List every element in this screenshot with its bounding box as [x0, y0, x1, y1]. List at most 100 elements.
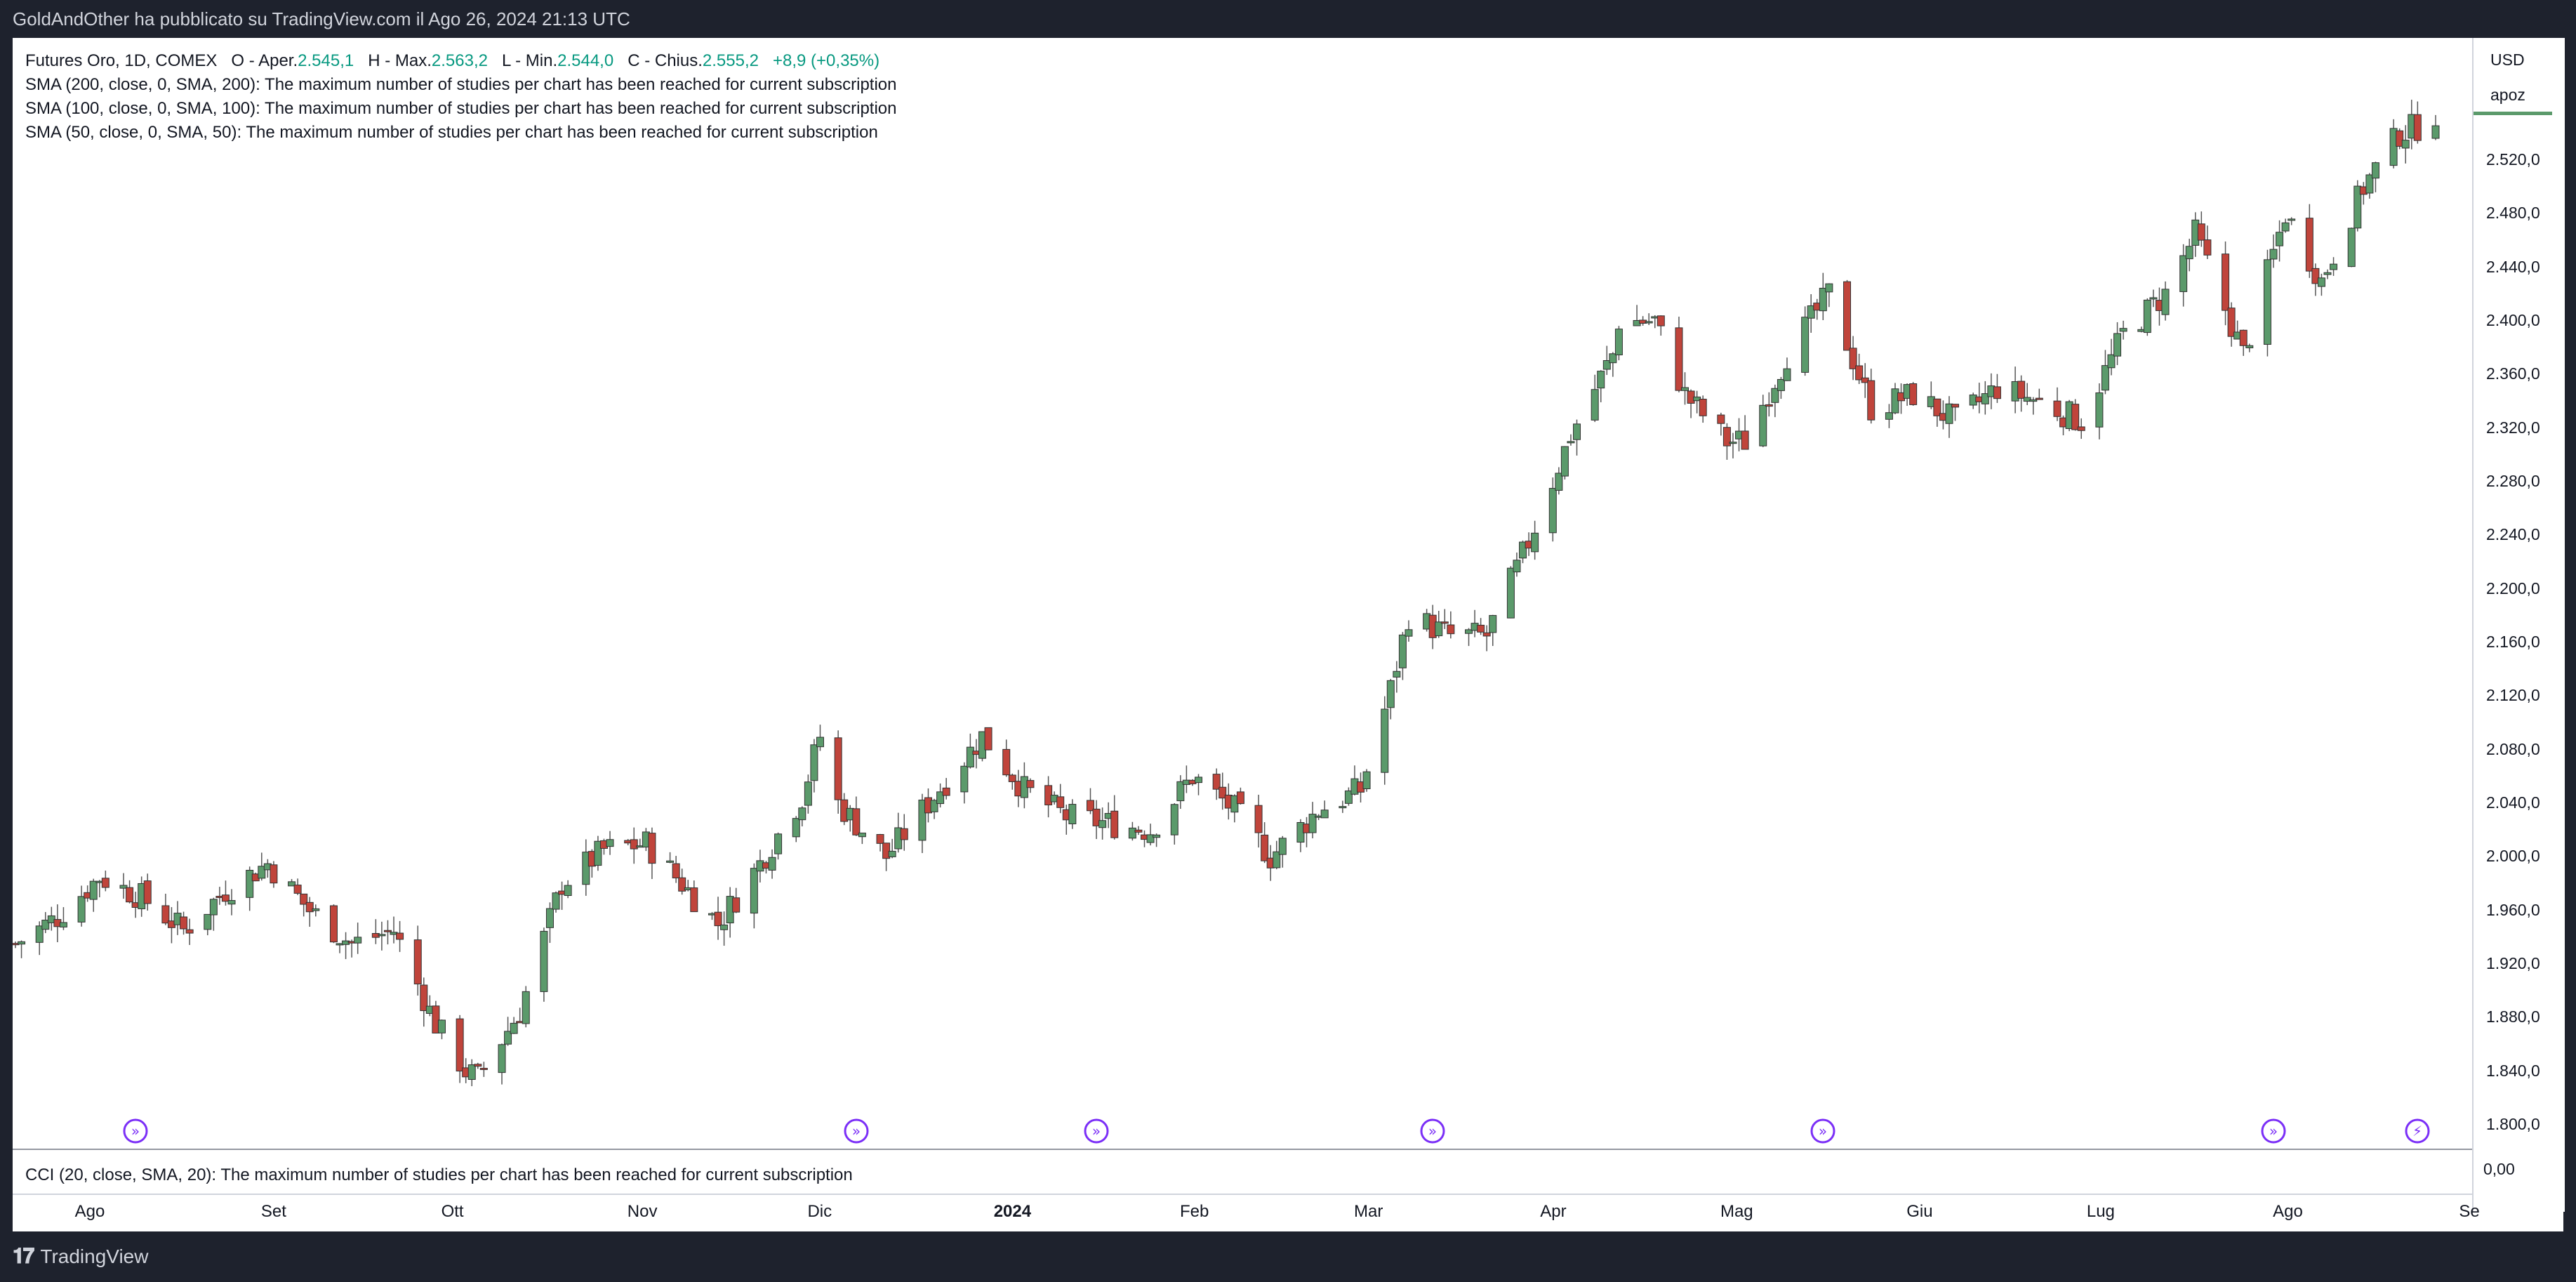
candle-down — [732, 897, 741, 913]
candle-up — [2179, 255, 2188, 292]
chart-frame[interactable]: Futures Oro, 1D, COMEX O - Aper.2.545,1 … — [13, 38, 2565, 1231]
candle-up — [2401, 140, 2410, 149]
dividend-arrow-icon[interactable]: » — [122, 1118, 149, 1144]
study-sma50[interactable]: SMA (50, close, 0, SMA, 50): The maximum… — [25, 123, 878, 142]
dividend-arrow-icon[interactable]: » — [843, 1118, 870, 1144]
candle-up — [2431, 125, 2440, 139]
candle-up — [1339, 806, 1347, 809]
candle-up — [810, 744, 818, 781]
candle-up — [1729, 442, 1737, 444]
candle-down — [2311, 267, 2320, 284]
time-tick-label: Set — [260, 1202, 286, 1221]
price-tick-label: 2.440,0 — [2486, 257, 2540, 276]
candle-down — [1951, 404, 1960, 408]
price-tick-label: 2.400,0 — [2486, 311, 2540, 329]
candle-up — [804, 781, 812, 806]
time-tick-label: Se — [2459, 1202, 2480, 1221]
cci-legend[interactable]: CCI (20, close, SMA, 20): The maximum nu… — [25, 1165, 853, 1184]
candle-up — [1176, 781, 1185, 802]
svg-text:»: » — [1092, 1123, 1101, 1139]
dividend-arrow-icon[interactable]: » — [1810, 1118, 1836, 1144]
candle-up — [209, 899, 218, 916]
scale-mode-label[interactable]: apoz — [2490, 86, 2525, 104]
candle-down — [1092, 808, 1101, 826]
price-axis[interactable]: USD apoz 2.520,0 2.480,0 2.440,0 2.400,0 2.3… — [2472, 38, 2565, 1212]
candle-up — [918, 799, 927, 841]
price-tick-label: 2.360,0 — [2486, 364, 2540, 383]
study-sma200[interactable]: SMA (200, close, 0, SMA, 200): The maxim… — [25, 75, 897, 94]
dividend-arrow-icon[interactable]: » — [2260, 1118, 2287, 1144]
candle-up — [1573, 423, 1581, 440]
candle-up — [1777, 378, 1785, 391]
candle-up — [798, 807, 806, 821]
candle-up — [582, 852, 590, 885]
candle-up — [2347, 227, 2356, 267]
candle-up — [1386, 680, 1395, 708]
candle-up — [1273, 851, 1281, 868]
time-tick-label: 2024 — [993, 1202, 1032, 1221]
time-tick-label: Apr — [1540, 1202, 1567, 1221]
time-tick-label: Mar — [1354, 1202, 1383, 1221]
dividend-arrow-icon[interactable]: » — [1419, 1118, 1446, 1144]
price-chart-plot[interactable] — [13, 38, 2472, 1231]
candle-down — [221, 894, 230, 902]
candle-up — [1567, 441, 1575, 444]
candle-up — [1759, 404, 1767, 447]
price-tick-label: 2.240,0 — [2486, 525, 2540, 544]
candle-up — [2107, 354, 2116, 369]
candle-down — [2222, 253, 2230, 311]
candle-up — [1681, 387, 1689, 391]
candle-down — [2071, 404, 2080, 430]
candle-up — [1645, 321, 1653, 324]
candle-up — [288, 881, 296, 887]
candle-down — [1440, 621, 1449, 624]
symbol-name[interactable]: Futures Oro, 1D, COMEX — [25, 51, 218, 70]
candle-down — [678, 877, 686, 892]
candle-up — [2389, 128, 2398, 166]
candle-down — [1699, 398, 1707, 416]
study-sma100[interactable]: SMA (100, close, 0, SMA, 100): The maxim… — [25, 99, 897, 118]
dividend-arrow-icon[interactable]: » — [1083, 1118, 1110, 1144]
open-label: O - Aper. — [231, 51, 298, 70]
price-tick-label: 1.960,0 — [2486, 900, 2540, 919]
candle-up — [504, 1031, 512, 1045]
candle-up — [522, 991, 530, 1024]
candle-up — [1609, 353, 1617, 364]
candle-down — [1741, 430, 1749, 450]
symbol-legend: Futures Oro, 1D, COMEX O - Aper.2.545,1 … — [25, 49, 896, 145]
candle-down — [1212, 774, 1221, 790]
candle-up — [1098, 820, 1107, 828]
candle-down — [1765, 404, 1773, 407]
candle-up — [545, 908, 554, 928]
lightning-icon[interactable]: ⚡ — [2404, 1118, 2431, 1144]
candle-up — [1801, 317, 1810, 373]
candle-up — [606, 839, 614, 847]
candle-up — [1344, 790, 1353, 804]
svg-text:»: » — [852, 1123, 861, 1139]
candle-down — [1477, 624, 1485, 633]
candle-up — [1068, 804, 1077, 824]
currency-label[interactable]: USD — [2490, 51, 2525, 69]
candle-up — [2023, 397, 2031, 402]
candle-up — [2281, 222, 2290, 232]
candle-up — [1819, 287, 1827, 312]
candle-up — [35, 925, 44, 943]
candle-down — [185, 929, 194, 934]
candle-down — [1236, 791, 1244, 805]
candle-down — [2197, 223, 2205, 241]
candle-down — [942, 787, 950, 796]
candle-up — [720, 924, 729, 930]
candle-up — [2269, 249, 2278, 260]
candle-up — [227, 900, 236, 905]
candle-up — [1146, 834, 1155, 843]
pane-separator[interactable] — [13, 1149, 2472, 1150]
candle-up — [1591, 389, 1599, 421]
candle-up — [792, 818, 800, 838]
candle-up — [774, 833, 783, 854]
candle-up — [1597, 371, 1605, 389]
candle-up — [510, 1022, 518, 1034]
price-tick-label: 1.880,0 — [2486, 1007, 2540, 1026]
footer-brand[interactable]: 𝟏𝟕 TradingView — [13, 1241, 148, 1272]
time-tick-label: Giu — [1906, 1202, 1933, 1221]
time-tick-label: Ago — [74, 1202, 105, 1221]
